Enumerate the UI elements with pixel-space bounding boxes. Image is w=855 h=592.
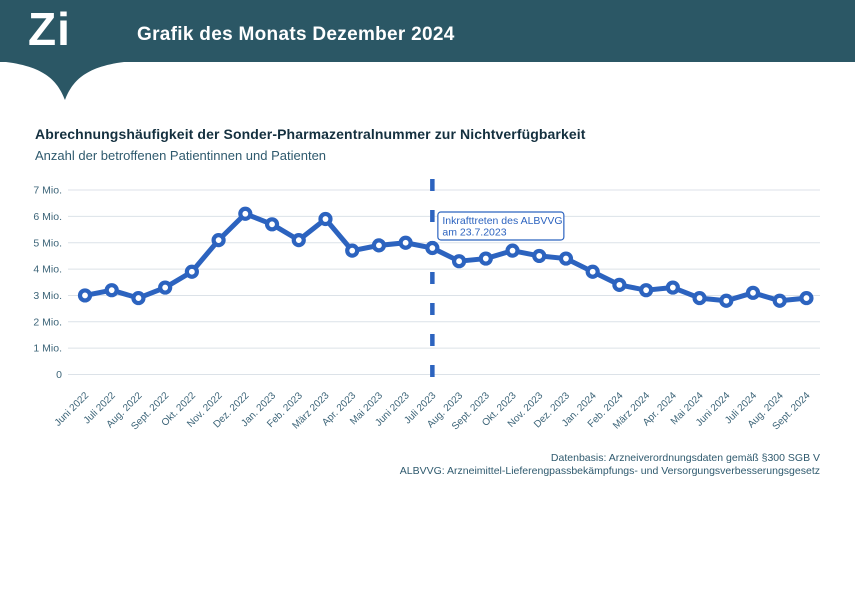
annotation-box bbox=[437, 211, 565, 241]
data-point-marker bbox=[612, 277, 627, 293]
data-point-marker bbox=[398, 235, 413, 250]
y-tick-label: 4 Mio. bbox=[33, 264, 62, 276]
y-tick-label: 7 Mio. bbox=[33, 185, 62, 197]
y-tick-label: 5 Mio. bbox=[33, 237, 62, 249]
data-point-marker bbox=[505, 243, 520, 258]
data-point-marker bbox=[478, 251, 493, 266]
y-tick-label: 3 Mio. bbox=[33, 290, 62, 302]
data-point-marker bbox=[211, 233, 226, 248]
header-title: Grafik des Monats Dezember 2024 bbox=[137, 24, 455, 45]
data-point-marker bbox=[371, 238, 387, 253]
data-series-line bbox=[82, 211, 809, 304]
chart-title: Abrechnungshäufigkeit der Sonder-Pharmaz… bbox=[35, 126, 586, 142]
data-point-marker bbox=[104, 283, 119, 298]
speech-bubble-tail-icon bbox=[6, 62, 124, 100]
data-point-marker bbox=[772, 293, 787, 308]
y-tick-label: 1 Mio. bbox=[33, 343, 62, 355]
chart-section: Abrechnungshäufigkeit der Sonder-Pharmaz… bbox=[0, 62, 855, 477]
data-point-marker bbox=[318, 211, 333, 227]
data-point-marker bbox=[639, 283, 654, 298]
source-note-datenbasis: Datenbasis: Arzneiverordnungsdaten gemäß… bbox=[550, 452, 820, 464]
data-point-marker bbox=[291, 233, 306, 248]
data-point-marker bbox=[585, 264, 600, 279]
data-point-marker bbox=[692, 290, 707, 306]
y-tick-label: 6 Mio. bbox=[33, 211, 62, 223]
data-point-marker bbox=[131, 290, 146, 306]
y-tick-label: 2 Mio. bbox=[33, 316, 62, 328]
data-point-marker bbox=[665, 280, 680, 295]
source-note-albvvg: ALBVVG: Arzneimittel-Lieferengpassbekämp… bbox=[399, 465, 820, 477]
data-point-marker bbox=[532, 248, 547, 264]
y-tick-label: 0 bbox=[56, 369, 62, 381]
data-point-marker bbox=[158, 280, 173, 295]
data-point-marker bbox=[425, 240, 440, 256]
data-point-marker bbox=[745, 285, 761, 300]
data-point-marker bbox=[238, 206, 253, 221]
data-point-marker bbox=[558, 251, 574, 266]
data-point-marker bbox=[345, 243, 360, 258]
annotation-text: Inkrafttreten des ALBVVG bbox=[442, 215, 562, 227]
header-bar: Zi Grafik des Monats Dezember 2024 bbox=[0, 0, 855, 100]
data-point-marker bbox=[719, 293, 734, 308]
chart-subtitle: Anzahl der betroffenen Patientinnen und … bbox=[35, 148, 327, 163]
line-chart: 7 Mio. 6 Mio. 5 Mio. 4 Mio. 3 Mio. 2 Mio. 1 Mi… bbox=[33, 179, 820, 432]
data-point-marker bbox=[77, 288, 93, 303]
data-point-marker bbox=[799, 290, 814, 306]
zi-logo: Zi bbox=[28, 3, 71, 55]
source-notes: Datenbasis: Arzneiverordnungsdaten gemäß… bbox=[0, 452, 820, 478]
data-point-marker bbox=[451, 254, 467, 269]
data-point-marker bbox=[264, 217, 280, 232]
data-point-marker bbox=[184, 264, 199, 279]
annotation-text: am 23.7.2023 bbox=[442, 227, 506, 239]
